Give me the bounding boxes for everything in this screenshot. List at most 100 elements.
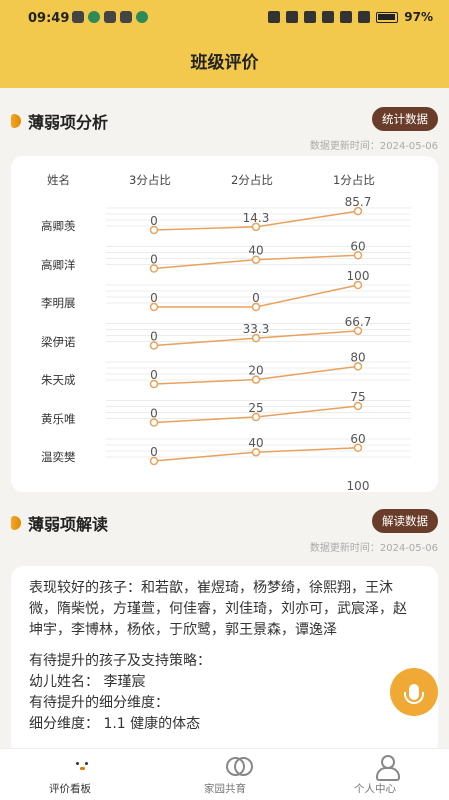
student-name: 黄乐唯: [41, 411, 76, 426]
data-label: 0: [150, 330, 158, 344]
data-label: 25: [248, 401, 263, 415]
data-label: 60: [350, 432, 365, 446]
student-name: 高卿羡: [41, 219, 76, 233]
data-point: [353, 280, 363, 290]
dimension: 细分维度： 1.1 健康的体态: [29, 716, 201, 732]
battery-level: 97%: [404, 10, 433, 24]
data-label: 40: [248, 244, 263, 258]
data-label: 60: [350, 239, 365, 253]
update-time: 数据更新时间：2024-05-06: [309, 543, 438, 554]
column-header-1-score: 1分占比: [333, 173, 375, 187]
shield-icon: [88, 11, 100, 23]
data-label: 100: [347, 479, 370, 492]
data-point: [149, 225, 159, 235]
data-point: [149, 418, 159, 427]
data-label: 0: [150, 407, 158, 421]
tab-evaluation-board[interactable]: 评价看板: [20, 755, 120, 796]
status-time: 09:49: [28, 11, 70, 26]
tab-label: 个人中心: [354, 783, 396, 795]
battery-icon: [376, 11, 399, 23]
status-right: 97%: [268, 10, 433, 24]
wifi-icon: [340, 11, 353, 23]
moon-icon: [304, 11, 317, 23]
column-header-name: 姓名: [47, 173, 70, 187]
notification-icons: [72, 11, 148, 23]
data-label: 80: [350, 350, 365, 364]
top-header: 09:49 97% 班级评价: [0, 0, 449, 88]
student-name: 温奕樊: [41, 450, 76, 464]
nfc-icon: [268, 11, 281, 23]
microphone-icon: [404, 684, 424, 704]
data-label: 0: [150, 253, 158, 267]
voice-input-button[interactable]: [390, 668, 438, 716]
data-label: 0: [150, 368, 158, 382]
data-point: [353, 251, 363, 260]
dimension-title: 有待提升的细分维度：: [29, 695, 169, 711]
data-point: [251, 333, 261, 343]
data-point: [251, 255, 261, 264]
child-name: 幼儿姓名： 李瑾宸: [29, 674, 146, 690]
data-label: 85.7: [345, 195, 372, 209]
data-point: [353, 401, 363, 411]
status-bar: 09:49 97%: [0, 0, 449, 36]
eye-icon-2: [104, 11, 116, 23]
data-label: 0: [150, 445, 158, 459]
data-label: 0: [150, 291, 158, 305]
data-point: [149, 456, 159, 466]
data-label: 40: [248, 436, 263, 450]
section-title: 薄弱项解读: [28, 515, 109, 534]
tab-label: 家园共育: [204, 783, 246, 795]
weakness-line-chart: 0 14.3 85.7 0 40 60 0 0 100 0 33.3 66.7 0 20 80 0 25 75 0 4…: [106, 195, 411, 492]
good-children-text: 表现较好的孩子：和若歆，崔煜琦，杨梦绮，徐熙翔，王沐微，隋柴悦，方瑾萱，何佳睿，…: [29, 580, 407, 638]
column-header-2-score: 2分占比: [231, 173, 273, 187]
app-icon: [136, 11, 148, 23]
statistics-button[interactable]: 统计数据: [372, 107, 438, 131]
data-point: [149, 379, 159, 389]
data-label: 33.3: [243, 322, 270, 336]
section-marker-icon: [11, 114, 21, 128]
section-marker-icon: [11, 516, 21, 530]
weakness-chart-card: 姓名 3分占比 2分占比 1分占比 0 14.3 85.7 0 40 60 0 0 100 0 33…: [11, 156, 438, 492]
data-point: [251, 222, 261, 232]
tab-label: 评价看板: [49, 783, 91, 795]
data-point: [149, 341, 159, 350]
message-icon: [120, 11, 132, 23]
interpretation-card: 表现较好的孩子：和若歆，崔煜琦，杨梦绮，徐熙翔，王沐微，隋柴悦，方瑾萱，何佳睿，…: [11, 566, 438, 756]
weakness-analysis-header: 薄弱项分析 统计数据: [0, 106, 449, 136]
data-label: 0: [252, 291, 260, 305]
data-label: 14.3: [243, 211, 270, 225]
data-label: 75: [350, 390, 365, 404]
data-point: [251, 302, 261, 312]
vibrate-icon: [322, 11, 335, 23]
student-name: 李明展: [41, 296, 76, 310]
page-title: 班级评价: [190, 53, 259, 73]
column-header-3-score: 3分占比: [129, 173, 171, 187]
data-point: [353, 362, 363, 371]
student-name: 梁伊诺: [41, 334, 76, 349]
data-point: [251, 375, 261, 384]
data-point: [251, 447, 261, 457]
data-point: [251, 412, 261, 422]
data-point: [353, 326, 363, 336]
data-label: 20: [248, 364, 263, 378]
signal-icon: [358, 11, 371, 23]
weakness-interpretation-header: 薄弱项解读 解读数据: [0, 508, 449, 538]
interpret-button[interactable]: 解读数据: [372, 509, 438, 533]
student-name: 高卿洋: [41, 257, 76, 272]
update-time: 数据更新时间：2024-05-06: [309, 141, 438, 152]
data-label: 66.7: [345, 315, 372, 329]
data-point: [149, 264, 159, 273]
improve-title: 有待提升的孩子及支持策略：: [29, 653, 211, 669]
eye-icon: [72, 11, 84, 23]
bluetooth-icon: [286, 11, 299, 23]
data-label: 100: [347, 269, 370, 283]
data-point: [353, 443, 363, 453]
data-point: [353, 206, 363, 216]
data-label: 0: [150, 214, 158, 228]
section-title: 薄弱项分析: [28, 113, 109, 132]
data-point: [149, 302, 159, 312]
bottom-tabbar: 评价看板 家园共育 个人中心: [0, 748, 449, 800]
tab-profile[interactable]: 个人中心: [325, 755, 425, 796]
student-name: 朱天成: [41, 373, 76, 387]
tab-home-school[interactable]: 家园共育: [175, 755, 275, 796]
